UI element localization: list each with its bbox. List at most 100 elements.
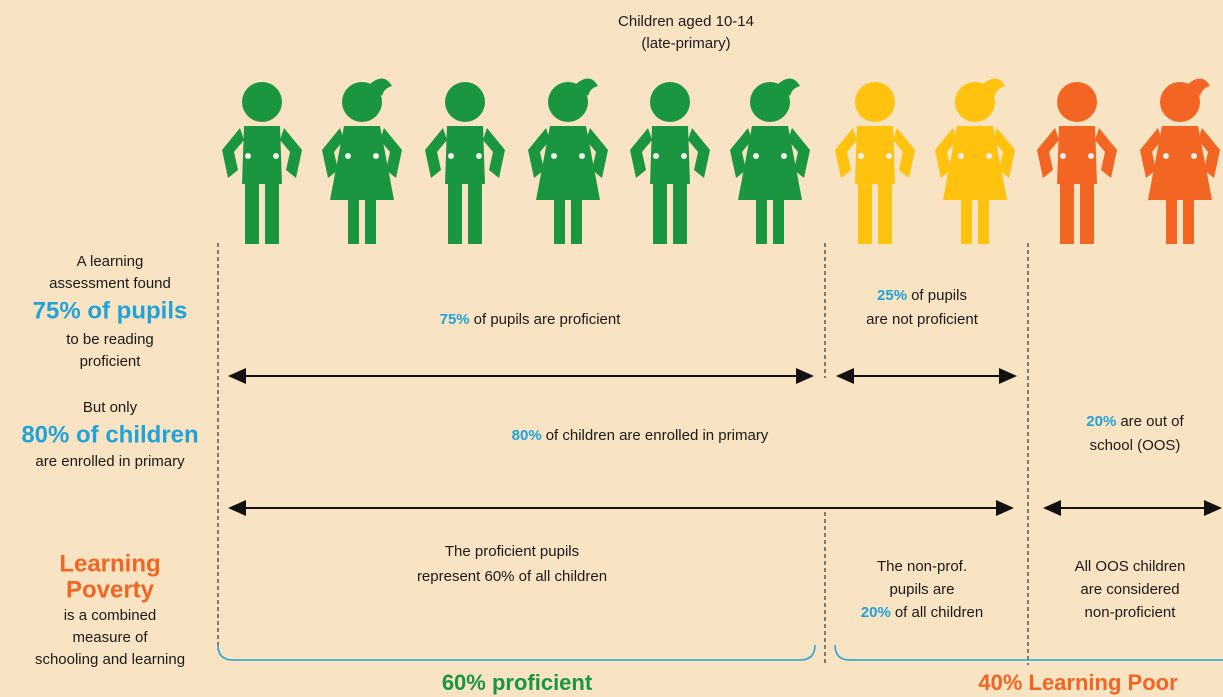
left-text: proficient (80, 353, 142, 370)
strap-dot (653, 153, 659, 159)
left-text: schooling and learning (35, 651, 185, 668)
boy-figure (222, 82, 302, 244)
strap-dot (1060, 153, 1066, 159)
head (1160, 82, 1200, 122)
girl-figure (730, 78, 810, 244)
leg (756, 198, 767, 244)
arm (1140, 128, 1162, 178)
dress (738, 126, 802, 200)
leg (878, 182, 892, 244)
torso (1057, 126, 1097, 184)
strap-dot (858, 153, 864, 159)
girl-figure (935, 78, 1015, 244)
footer-label: 40% Learning Poor (978, 670, 1178, 695)
arm (788, 128, 810, 178)
girl-figure (1140, 78, 1220, 244)
arm (322, 128, 344, 178)
left-highlight: 80% of children (21, 421, 198, 448)
strap-dot (1088, 153, 1094, 159)
head (750, 82, 790, 122)
left-highlight: 75% of pupils (33, 297, 188, 324)
highlight: 80% (512, 427, 542, 444)
strap-dot (1191, 153, 1197, 159)
leg (468, 182, 482, 244)
row-text: 20% are out of (1086, 413, 1184, 430)
highlight: 20% (1086, 413, 1116, 430)
strap-dot (551, 153, 557, 159)
row-text: are considered (1080, 581, 1179, 598)
header-line: (late-primary) (641, 35, 730, 52)
left-text: measure of (72, 629, 148, 646)
arm (730, 128, 752, 178)
row-text: non-proficient (1085, 604, 1177, 621)
arm (586, 128, 608, 178)
left-text: A learning (77, 253, 144, 270)
text: of children are enrolled in primary (546, 427, 769, 444)
arm (1198, 128, 1220, 178)
left-text: are enrolled in primary (35, 453, 185, 470)
dress (330, 126, 394, 200)
torso (242, 126, 282, 184)
row-text: 80% of children are enrolled in primary (512, 427, 769, 444)
row-text: school (OOS) (1090, 437, 1181, 454)
torso (650, 126, 690, 184)
leg (1183, 198, 1194, 244)
brace (834, 644, 1223, 661)
arm (380, 128, 402, 178)
girl-figure (322, 78, 402, 244)
torso (855, 126, 895, 184)
leg (245, 182, 259, 244)
strap-dot (781, 153, 787, 159)
leg (365, 198, 376, 244)
leg (858, 182, 872, 244)
row-text: The non-prof. (877, 558, 967, 575)
children-figures (222, 78, 1220, 244)
leg (348, 198, 359, 244)
ponytail (1188, 78, 1210, 96)
head (242, 82, 282, 122)
girl-figure (528, 78, 608, 244)
arm (528, 128, 550, 178)
row-text: 25% of pupils (877, 287, 967, 304)
strap-dot (373, 153, 379, 159)
arm (935, 128, 957, 178)
head (855, 82, 895, 122)
arm (1037, 128, 1059, 178)
ponytail (370, 78, 392, 96)
highlight: 75% (440, 311, 470, 328)
ponytail (576, 78, 598, 96)
head (445, 82, 485, 122)
left-text: assessment found (49, 275, 171, 292)
arm (483, 128, 505, 178)
strap-dot (245, 153, 251, 159)
ponytail (983, 78, 1005, 96)
row-text: represent 60% of all children (417, 568, 607, 585)
strap-dot (273, 153, 279, 159)
row-text: pupils are (889, 581, 954, 598)
head (342, 82, 382, 122)
row-text: All OOS children (1075, 558, 1186, 575)
arm (835, 128, 857, 178)
arm (688, 128, 710, 178)
strap-dot (345, 153, 351, 159)
strap-dot (958, 153, 964, 159)
left-text: to be reading (66, 331, 154, 348)
strap-dot (886, 153, 892, 159)
leg (554, 198, 565, 244)
row-text: 20% of all children (861, 604, 983, 621)
arm (222, 128, 244, 178)
torso (445, 126, 485, 184)
dress (943, 126, 1007, 200)
text: of pupils (911, 287, 967, 304)
footer-label: 60% proficient (442, 670, 593, 695)
row-text: 75% of pupils are proficient (440, 311, 622, 328)
left-highlight: Learning (59, 550, 160, 577)
highlight: 25% (877, 287, 907, 304)
leg (1166, 198, 1177, 244)
brace (217, 644, 816, 661)
strap-dot (681, 153, 687, 159)
leg (653, 182, 667, 244)
head (548, 82, 588, 122)
